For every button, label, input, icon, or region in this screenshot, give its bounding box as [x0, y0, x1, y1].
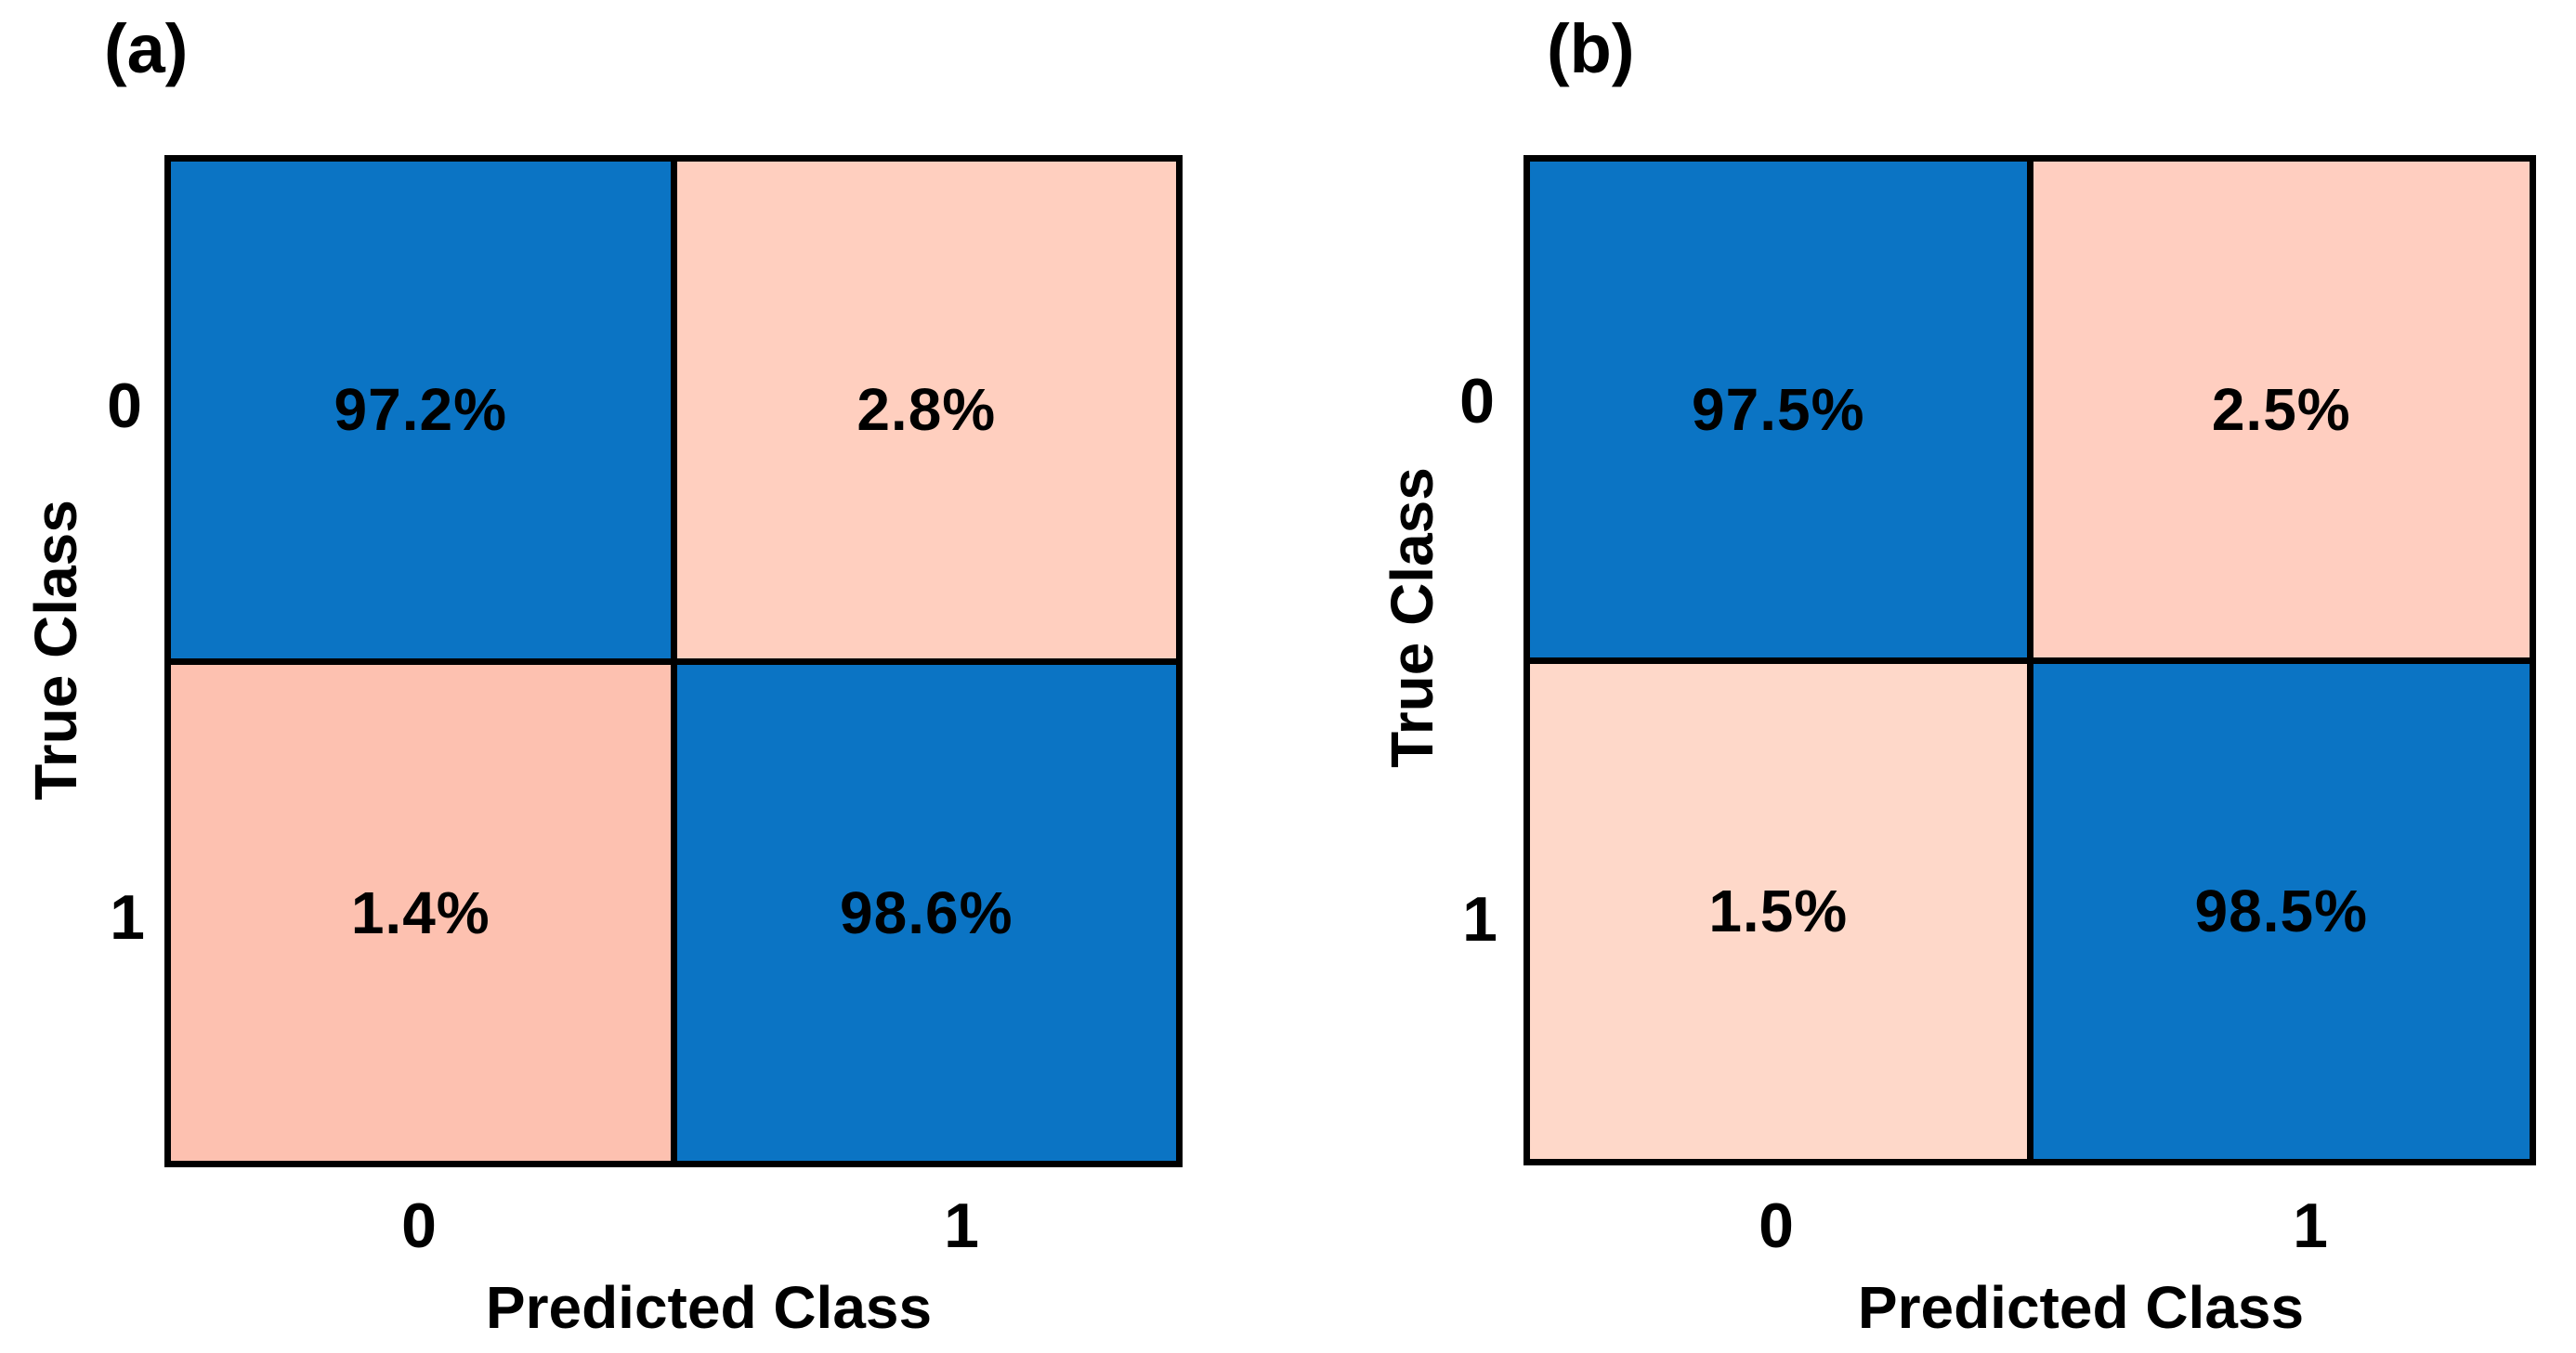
panel-b-x-axis-label: Predicted Class	[1857, 1274, 2305, 1341]
panel-a-cell-true0-pred0: 97.2%	[171, 162, 671, 658]
panel-b-col-tick-0: 0	[1759, 1190, 1794, 1261]
panel-b-cell-true1-pred1: 98.5%	[2033, 663, 2530, 1159]
panel-b-y-axis-label: True Class	[1379, 467, 1445, 768]
panel-a-x-axis-label: Predicted Class	[485, 1274, 933, 1341]
panel-a-cell-true1-pred1: 98.6%	[676, 664, 1176, 1161]
panel-a-y-axis-label: True Class	[22, 500, 89, 800]
panel-b-cell-true1-pred0: 1.5%	[1530, 663, 2027, 1159]
panel-b-cell-true0-pred1: 2.5%	[2033, 162, 2530, 657]
panel-b-title: (b)	[1547, 10, 1635, 87]
panel-b-row-tick-1: 1	[1462, 884, 1497, 955]
panel-a-col-tick-1: 1	[944, 1190, 979, 1261]
panel-a-cell-true1-pred0: 1.4%	[171, 664, 671, 1161]
panel-a-row-tick-0: 0	[107, 371, 142, 441]
panel-a-title: (a)	[104, 10, 189, 87]
panel-a-cell-true0-pred1: 2.8%	[676, 162, 1176, 658]
panel-a-matrix: 97.2% 2.8% 1.4% 98.6%	[164, 155, 1183, 1167]
panel-b-col-tick-1: 1	[2293, 1190, 2328, 1261]
panel-a-col-tick-0: 0	[401, 1190, 437, 1261]
panel-b-matrix: 97.5% 2.5% 1.5% 98.5%	[1523, 155, 2536, 1165]
panel-b-cell-true0-pred0: 97.5%	[1530, 162, 2027, 657]
panel-a-row-tick-1: 1	[110, 882, 145, 953]
panel-b-row-tick-0: 0	[1459, 366, 1495, 436]
